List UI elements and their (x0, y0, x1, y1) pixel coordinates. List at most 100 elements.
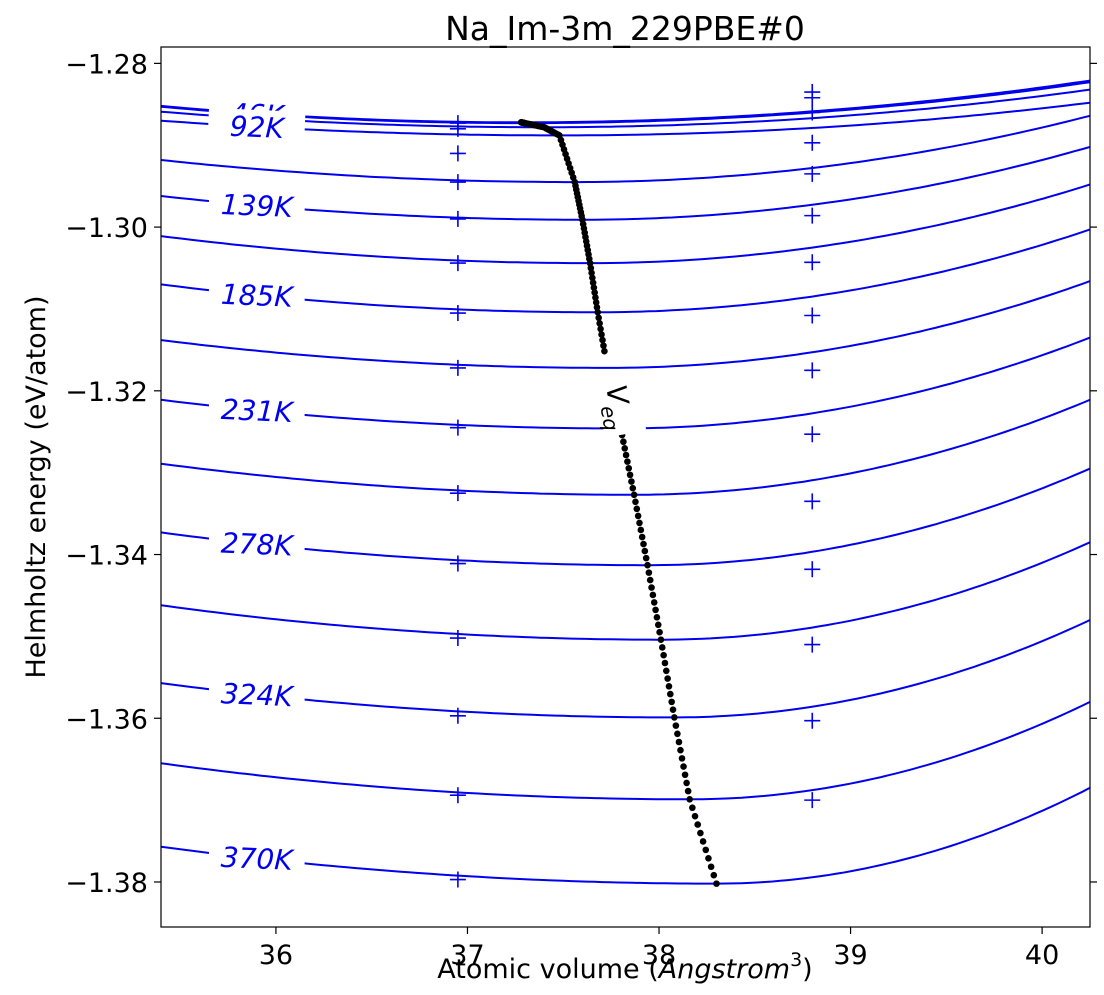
equilibrium-point (620, 438, 627, 446)
isotherm-label: 370K (208, 839, 306, 877)
y-tick-label: −1.32 (65, 377, 148, 408)
equilibrium-point (633, 505, 641, 513)
isotherm-curve (161, 786, 1090, 885)
equilibrium-point (601, 347, 608, 355)
isotherm-label-text: 185K (220, 278, 296, 314)
isotherm-label: 231K (208, 391, 306, 429)
y-tick-label: −1.36 (65, 704, 148, 735)
equilibrium-point (629, 484, 637, 492)
equilibrium-point (593, 304, 601, 311)
data-point-marker (449, 305, 466, 322)
y-tick-label: −1.30 (65, 213, 148, 244)
equilibrium-point (588, 269, 595, 277)
equilibrium-point (684, 787, 692, 795)
equilibrium-point (640, 540, 647, 548)
equilibrium-point (664, 675, 671, 682)
equilibrium-point (713, 880, 720, 887)
data-point-marker (449, 630, 466, 647)
x-tick-label: 36 (259, 940, 293, 971)
equilibrium-point (689, 804, 696, 812)
equilibrium-point (697, 829, 704, 837)
equilibrium-point (590, 284, 598, 291)
x-tick-label: 38 (642, 940, 676, 971)
equilibrium-point (646, 576, 654, 584)
isotherm-curve (161, 398, 1090, 496)
isotherm-label-text: 92K (229, 110, 287, 145)
data-point-marker (804, 561, 821, 578)
equilibrium-point (699, 838, 707, 845)
equilibrium-point (625, 464, 633, 472)
data-point-marker (804, 254, 821, 271)
isotherm-label-text: 278K (220, 527, 296, 563)
y-axis-title: Helmholtz energy (eV/atom) (21, 295, 52, 678)
equilibrium-point (628, 478, 635, 485)
equilibrium-point (662, 667, 670, 675)
equilibrium-point (595, 314, 602, 322)
equilibrium-point (677, 746, 684, 754)
equilibrium-point (632, 498, 639, 506)
data-point-marker (804, 104, 821, 121)
plot-area (161, 79, 1090, 888)
equilibrium-point (650, 599, 658, 606)
isotherm-label-text: 231K (220, 393, 296, 429)
equilibrium-point (622, 451, 630, 459)
isotherm-curve (161, 619, 1090, 719)
isotherm-label: 185K (208, 276, 306, 314)
equilibrium-point (660, 651, 667, 659)
data-point-marker (449, 145, 466, 162)
equilibrium-point (678, 755, 686, 762)
x-axis-title: Atomic volume (Angstrom3) (437, 949, 812, 985)
data-point-marker (804, 636, 821, 653)
equilibrium-point (591, 289, 598, 296)
equilibrium-point (644, 561, 651, 569)
isotherm-curve (161, 228, 1090, 314)
equilibrium-label-text: Veq (592, 382, 639, 432)
data-point-marker (449, 210, 466, 227)
data-point-marker (449, 174, 466, 191)
data-point-marker (804, 712, 821, 729)
equilibrium-point (630, 491, 638, 499)
equilibrium-point (592, 294, 599, 301)
plot-frame (160, 46, 1091, 928)
y-tick-label: −1.28 (65, 49, 148, 80)
isotherm-curve (161, 88, 1090, 129)
equilibrium-point (674, 730, 681, 738)
equilibrium-point (668, 698, 675, 706)
equilibrium-point (621, 445, 629, 452)
chart-title: Na_Im-3m_229PBE#0 (445, 9, 805, 48)
equilibrium-point (710, 871, 718, 879)
equilibrium-label: Veq (592, 371, 647, 438)
equilibrium-point (669, 706, 677, 713)
data-point-marker (449, 787, 466, 804)
data-point-marker (804, 362, 821, 379)
equilibrium-point (702, 846, 710, 854)
equilibrium-point (694, 821, 702, 828)
equilibrium-point (645, 569, 653, 576)
y-tick-label: −1.38 (65, 868, 148, 899)
data-point-marker (804, 426, 821, 443)
equilibrium-point (634, 512, 642, 520)
isotherm-curve (161, 101, 1090, 137)
isotherm-label-text: 370K (220, 841, 296, 877)
equilibrium-point (638, 533, 646, 541)
data-point-marker (804, 165, 821, 182)
equilibrium-point (672, 722, 680, 729)
equilibrium-point (705, 855, 712, 862)
isotherm-curve (161, 145, 1090, 221)
x-tick-label: 37 (450, 940, 484, 971)
isotherm-label: 278K (208, 524, 306, 563)
data-point-marker (449, 255, 466, 272)
equilibrium-point (648, 584, 655, 591)
equilibrium-point (671, 714, 678, 721)
isotherm-label-text: 324K (220, 677, 296, 713)
data-point-marker (449, 120, 466, 137)
equilibrium-point (665, 683, 673, 690)
equilibrium-point (642, 554, 650, 562)
equilibrium-point (598, 331, 605, 338)
equilibrium-point (589, 274, 596, 282)
equilibrium-point (596, 320, 603, 327)
data-point-marker (449, 871, 466, 888)
x-tick-label: 40 (1025, 940, 1059, 971)
data-point-marker (449, 359, 466, 376)
